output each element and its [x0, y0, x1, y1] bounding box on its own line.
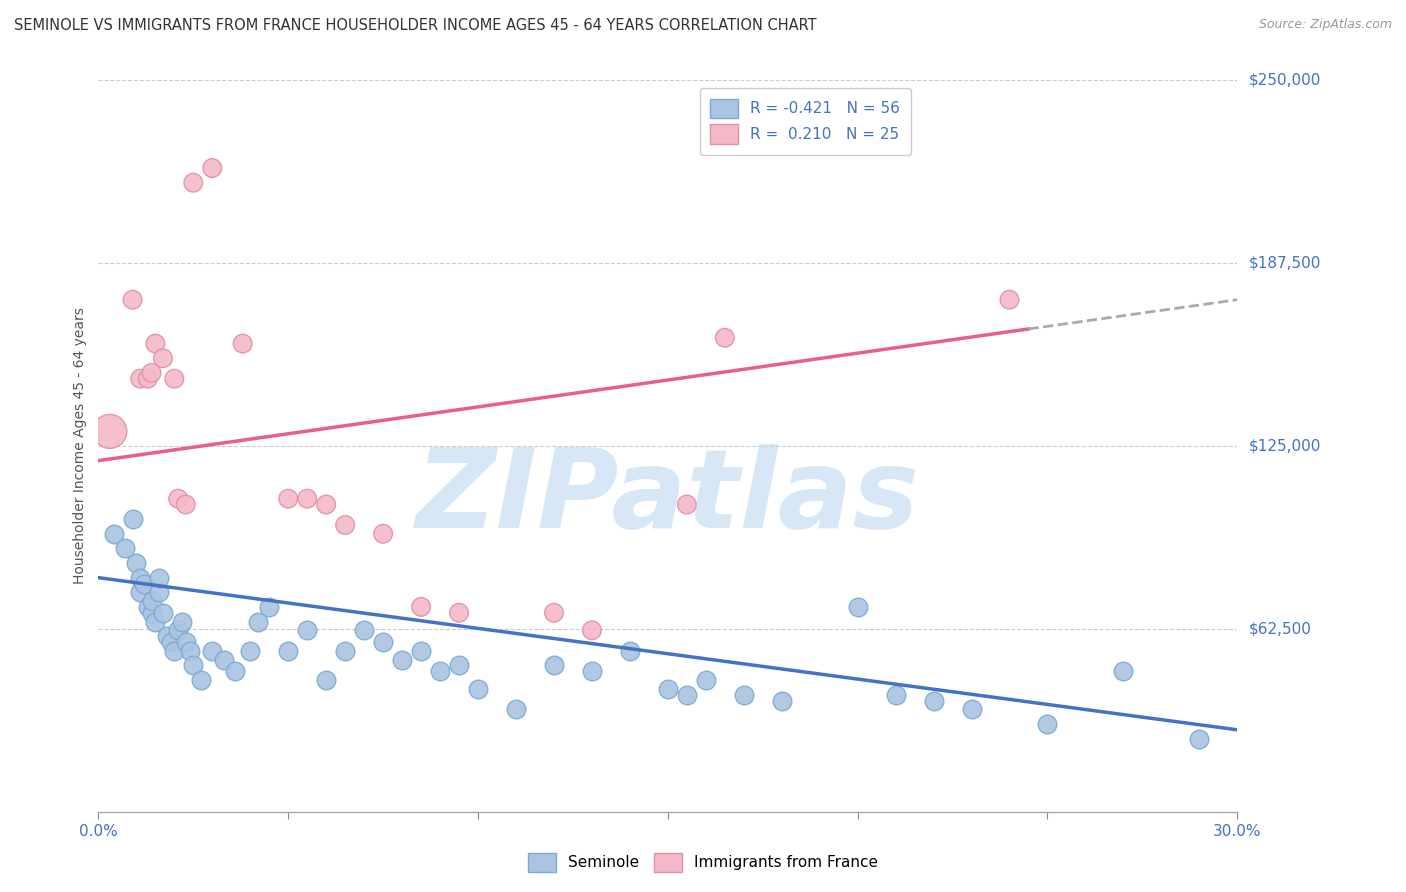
Point — [846, 599, 869, 614]
Point — [132, 576, 155, 591]
Point — [411, 599, 433, 614]
Legend: Seminole, Immigrants from France: Seminole, Immigrants from France — [520, 845, 886, 880]
Point — [121, 293, 143, 307]
Point — [657, 681, 679, 696]
Point — [335, 644, 357, 658]
Y-axis label: Householder Income Ages 45 - 64 years: Householder Income Ages 45 - 64 years — [73, 308, 87, 584]
Point — [581, 624, 603, 638]
Text: SEMINOLE VS IMMIGRANTS FROM FRANCE HOUSEHOLDER INCOME AGES 45 - 64 YEARS CORRELA: SEMINOLE VS IMMIGRANTS FROM FRANCE HOUSE… — [14, 18, 817, 33]
Point — [183, 176, 205, 190]
Point — [224, 665, 246, 679]
Point — [201, 644, 224, 658]
Point — [167, 624, 190, 638]
Point — [676, 498, 699, 512]
Point — [695, 673, 717, 687]
Point — [141, 366, 163, 380]
Point — [141, 594, 163, 608]
Point — [449, 606, 471, 620]
Point — [148, 571, 170, 585]
Point — [212, 652, 235, 666]
Legend: R = -0.421   N = 56, R =  0.210   N = 25: R = -0.421 N = 56, R = 0.210 N = 25 — [700, 88, 911, 154]
Point — [167, 491, 190, 506]
Point — [371, 635, 394, 649]
Point — [129, 585, 152, 599]
Point — [121, 512, 143, 526]
Point — [770, 693, 793, 707]
Point — [152, 351, 174, 366]
Point — [315, 498, 337, 512]
Point — [391, 652, 413, 666]
Point — [152, 606, 174, 620]
Point — [505, 702, 527, 716]
Point — [141, 606, 163, 620]
Point — [467, 681, 489, 696]
Point — [163, 372, 186, 386]
Text: ZIPatlas: ZIPatlas — [416, 443, 920, 550]
Point — [145, 615, 167, 629]
Point — [136, 599, 159, 614]
Point — [449, 658, 471, 673]
Point — [98, 425, 121, 439]
Point — [429, 665, 451, 679]
Point — [201, 161, 224, 175]
Point — [103, 526, 125, 541]
Point — [145, 336, 167, 351]
Text: Source: ZipAtlas.com: Source: ZipAtlas.com — [1258, 18, 1392, 31]
Point — [183, 658, 205, 673]
Point — [315, 673, 337, 687]
Point — [335, 518, 357, 533]
Point — [619, 644, 641, 658]
Point — [581, 665, 603, 679]
Point — [190, 673, 212, 687]
Point — [297, 624, 319, 638]
Point — [174, 635, 197, 649]
Point — [884, 688, 907, 702]
Point — [1188, 731, 1211, 746]
Point — [297, 491, 319, 506]
Point — [159, 635, 181, 649]
Point — [148, 585, 170, 599]
Point — [714, 331, 737, 345]
Point — [125, 556, 148, 570]
Point — [239, 644, 262, 658]
Point — [1036, 717, 1059, 731]
Point — [960, 702, 983, 716]
Point — [543, 658, 565, 673]
Point — [353, 624, 375, 638]
Point — [114, 541, 136, 556]
Point — [136, 372, 159, 386]
Point — [411, 644, 433, 658]
Text: $125,000: $125,000 — [1249, 439, 1320, 453]
Point — [129, 372, 152, 386]
Point — [676, 688, 699, 702]
Point — [733, 688, 755, 702]
Point — [1112, 665, 1135, 679]
Point — [922, 693, 945, 707]
Point — [277, 644, 299, 658]
Point — [259, 599, 281, 614]
Text: $187,500: $187,500 — [1249, 256, 1320, 270]
Point — [543, 606, 565, 620]
Text: $62,500: $62,500 — [1249, 622, 1312, 636]
Point — [170, 615, 193, 629]
Text: $250,000: $250,000 — [1249, 73, 1320, 87]
Point — [277, 491, 299, 506]
Point — [174, 498, 197, 512]
Point — [371, 526, 394, 541]
Point — [246, 615, 269, 629]
Point — [998, 293, 1021, 307]
Point — [232, 336, 254, 351]
Point — [163, 644, 186, 658]
Point — [156, 629, 179, 643]
Point — [129, 571, 152, 585]
Point — [179, 644, 201, 658]
